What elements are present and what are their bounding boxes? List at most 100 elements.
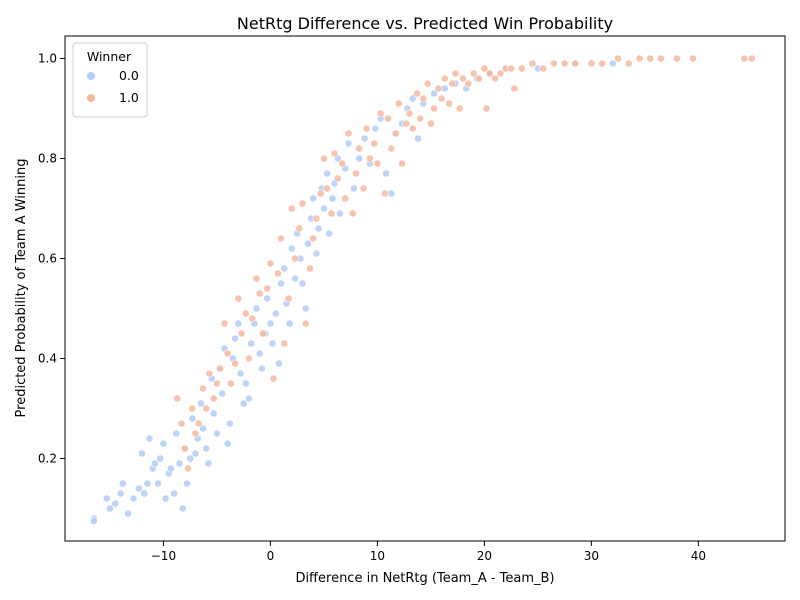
data-point-1-72 [430, 104, 438, 113]
data-point-1-85 [482, 104, 491, 113]
data-point-1-58 [380, 189, 389, 198]
data-point-0-27 [183, 479, 191, 488]
data-point-0-60 [271, 309, 280, 318]
data-point-0-30 [191, 449, 200, 458]
legend-label-0: 0.0 [119, 68, 139, 83]
data-point-0-58 [266, 319, 275, 328]
data-point-0-21 [166, 464, 175, 473]
data-point-1-23 [255, 289, 264, 298]
data-point-0-17 [156, 454, 165, 463]
data-point-1-13 [220, 319, 229, 328]
data-point-1-107 [740, 54, 749, 63]
data-point-1-106 [689, 54, 697, 63]
data-point-1-95 [550, 59, 558, 68]
data-point-0-43 [225, 419, 234, 428]
y-tick-label-2: 0.6 [38, 252, 57, 266]
data-point-1-88 [496, 69, 505, 78]
data-point-1-90 [507, 64, 515, 73]
data-point-0-35 [204, 459, 213, 468]
data-point-0-53 [252, 304, 261, 313]
data-points [90, 54, 756, 525]
data-point-0-67 [291, 274, 299, 283]
data-point-1-15 [226, 379, 235, 388]
data-point-1-22 [252, 274, 261, 283]
data-point-1-65 [405, 109, 414, 118]
legend: Winner 0.0 1.0 [72, 42, 148, 118]
data-point-1-21 [248, 314, 257, 323]
data-point-1-98 [587, 59, 596, 68]
data-point-0-45 [231, 334, 239, 343]
data-point-0-88 [355, 154, 364, 163]
data-point-1-7 [199, 384, 207, 393]
data-point-0-38 [212, 429, 221, 438]
data-point-1-53 [362, 124, 371, 133]
data-point-1-51 [355, 144, 364, 153]
data-point-1-55 [370, 139, 379, 148]
data-point-0-8 [129, 494, 138, 503]
data-point-1-40 [316, 189, 325, 198]
data-point-0-33 [199, 424, 207, 433]
data-point-1-36 [301, 319, 310, 328]
data-point-1-67 [413, 89, 421, 98]
data-point-1-69 [419, 94, 428, 103]
data-point-1-26 [266, 259, 275, 268]
data-point-1-29 [277, 234, 285, 243]
data-point-1-18 [237, 329, 246, 338]
x-axis-label: Difference in NetRtg (Team_A - Team_B) [295, 571, 554, 586]
data-point-1-93 [528, 59, 537, 68]
x-tick-label-0: −10 [151, 549, 176, 563]
data-point-0-57 [263, 294, 272, 303]
data-point-1-86 [485, 69, 494, 78]
data-point-0-12 [143, 479, 152, 488]
data-point-0-18 [159, 439, 168, 448]
data-point-0-24 [175, 459, 184, 468]
data-point-0-7 [124, 509, 133, 518]
data-point-1-44 [330, 149, 339, 158]
data-point-1-47 [341, 194, 350, 203]
data-point-1-61 [391, 129, 400, 138]
data-point-0-34 [202, 444, 211, 453]
data-point-1-3 [184, 464, 192, 473]
y-axis-label: Predicted Probability of Team A Winning [14, 159, 29, 418]
data-point-1-9 [205, 369, 214, 378]
data-point-0-2 [102, 494, 111, 503]
data-point-0-81 [328, 194, 337, 203]
data-point-1-42 [323, 184, 331, 193]
data-point-1-20 [245, 354, 253, 363]
data-point-1-34 [295, 224, 304, 233]
data-point-0-3 [106, 504, 114, 513]
data-point-1-60 [387, 144, 396, 153]
data-point-0-40 [218, 389, 227, 398]
data-point-1-25 [263, 284, 272, 293]
data-point-1-54 [365, 154, 374, 163]
data-point-0-89 [360, 134, 369, 143]
data-point-1-14 [223, 349, 232, 358]
y-tick-label-3: 0.8 [38, 152, 57, 166]
data-point-0-6 [118, 479, 127, 488]
data-point-1-96 [560, 59, 569, 68]
data-point-1-91 [510, 84, 519, 93]
legend-marker-1 [86, 93, 96, 103]
data-point-0-101 [430, 89, 438, 98]
data-point-1-41 [319, 154, 328, 163]
data-point-0-99 [414, 134, 422, 143]
data-point-1-46 [338, 159, 346, 168]
data-point-0-46 [234, 319, 243, 328]
data-point-0-80 [325, 229, 334, 238]
x-tick-label-2: 10 [370, 549, 385, 563]
data-point-1-78 [451, 69, 460, 78]
y-axis-ticks: 0.2 0.4 0.6 0.8 1.0 [38, 52, 65, 466]
data-point-0-66 [287, 244, 296, 253]
data-point-1-102 [635, 54, 644, 63]
data-point-0-16 [154, 479, 162, 488]
data-point-1-0 [173, 394, 182, 403]
data-point-0-93 [382, 169, 390, 178]
data-point-1-49 [348, 209, 357, 218]
data-point-1-87 [491, 74, 499, 83]
data-point-1-33 [291, 254, 299, 263]
plot-frame [64, 35, 786, 542]
data-point-0-59 [268, 339, 277, 348]
data-point-0-86 [344, 139, 353, 148]
data-point-0-47 [236, 369, 245, 378]
